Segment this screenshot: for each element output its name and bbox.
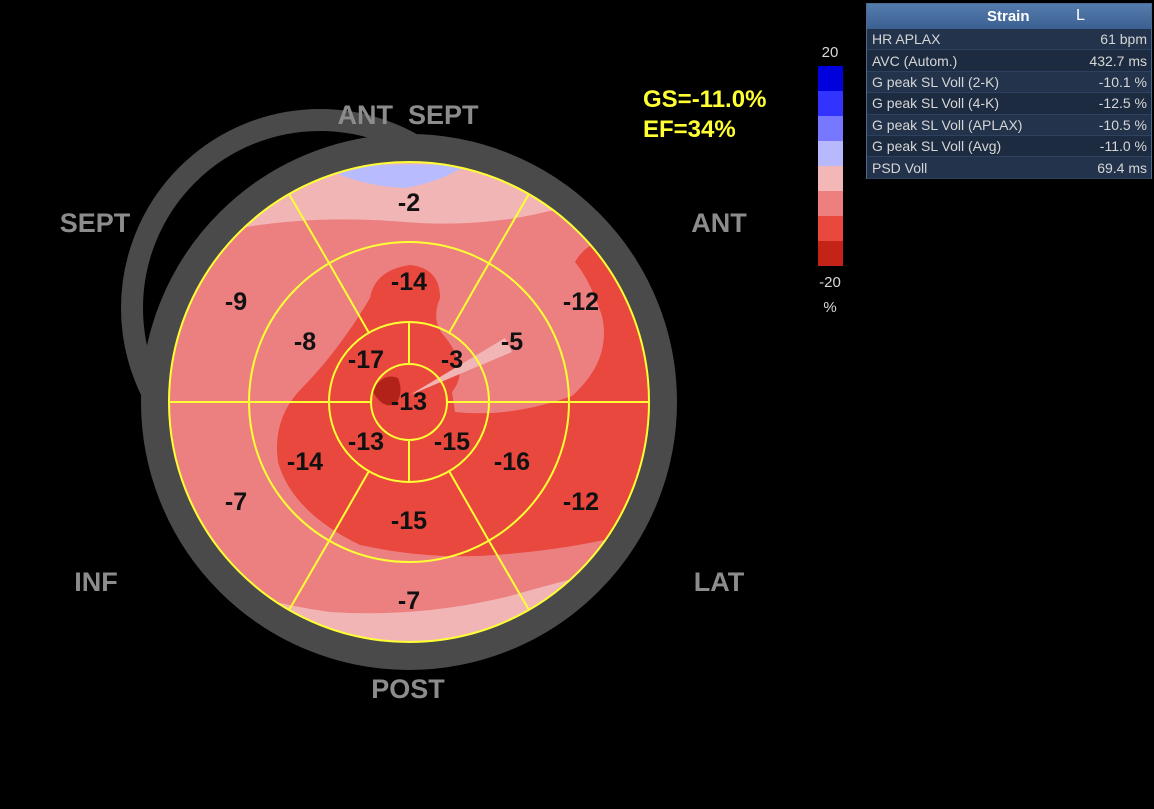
panel-row-label: HR APLAX <box>872 31 941 48</box>
bullseye-plot: ANT SEPT SEPT ANT INF LAT POST GS=-11.0%… <box>60 86 767 704</box>
grid-basal-line-1 <box>488 193 530 264</box>
region-label-ant-sept: ANT SEPT <box>337 100 479 130</box>
panel-row-value: 432.7 ms <box>1089 52 1147 69</box>
panel-rows: HR APLAX 61 bpm AVC (Autom.) 432.7 ms G peak… <box>867 29 1151 179</box>
segment-mid-3: -16 <box>494 448 530 476</box>
segment-grid <box>168 161 650 643</box>
segment-apical-3: -13 <box>348 428 384 456</box>
strain-color-scale: 20 -20 % <box>800 40 860 330</box>
panel-row-label: G peak SL Voll (2-K) <box>872 73 1000 90</box>
grid-basal-line-4 <box>288 540 330 611</box>
segment-mid-1: -14 <box>391 268 427 296</box>
color-scale-step <box>818 166 843 191</box>
color-scale-unit-label: % <box>823 299 837 316</box>
panel-row-label: AVC (Autom.) <box>872 52 958 69</box>
grid-mid-line-4 <box>328 470 370 542</box>
panel-row-value: -10.1 % <box>1098 73 1147 90</box>
segment-apical-4: -17 <box>348 346 384 374</box>
strain-region-dark-apex <box>372 376 401 406</box>
grid-mid-line-3 <box>448 470 490 542</box>
panel-title: Strain <box>987 8 1030 25</box>
panel-row-value: -10.5 % <box>1098 116 1147 133</box>
panel-row-value: 61 bpm <box>1100 31 1147 48</box>
segment-basal-5: -7 <box>225 488 247 516</box>
color-scale-step <box>818 66 843 91</box>
region-label-inf: INF <box>74 567 118 597</box>
grid-mid-line-1 <box>448 262 490 334</box>
grid-basal-line-6 <box>288 193 330 264</box>
color-scale-min-label: -20 <box>819 274 841 291</box>
panel-row-label: PSD Voll <box>872 159 928 176</box>
global-strain-value: GS=-11.0% <box>643 86 766 113</box>
region-label-sept: SEPT <box>60 208 131 238</box>
region-label-ant: ANT <box>691 208 747 238</box>
bullseye-svg: ANT SEPT SEPT ANT INF LAT POST GS=-11.0%… <box>60 86 767 704</box>
strain-region-positive <box>325 164 465 188</box>
segment-apical-1: -3 <box>441 346 463 374</box>
panel-row-label: G peak SL Voll (4-K) <box>872 95 1000 112</box>
panel-row: PSD Voll 69.4 ms <box>867 157 1151 179</box>
color-scale-step <box>818 216 843 241</box>
panel-row: HR APLAX 61 bpm <box>867 29 1151 51</box>
strain-results-panel: Strain L HR APLAX 61 bpm AVC (Autom.) 432.7… <box>866 3 1152 179</box>
ejection-fraction-value: EF=34% <box>643 116 736 143</box>
panel-row: G peak SL Voll (Avg) -11.0 % <box>867 136 1151 158</box>
segment-basal-4: -7 <box>398 587 420 615</box>
panel-tag: L <box>1076 7 1085 24</box>
color-scale-step <box>818 191 843 216</box>
color-scale-step <box>818 91 843 116</box>
panel-row-label: G peak SL Voll (APLAX) <box>872 116 1023 133</box>
panel-row: AVC (Autom.) 432.7 ms <box>867 50 1151 72</box>
segment-mid-4: -15 <box>391 507 427 535</box>
panel-header[interactable]: Strain L <box>867 4 1151 29</box>
color-scale-step <box>818 141 843 166</box>
panel-row-value: -11.0 % <box>1099 138 1147 155</box>
segment-basal-2: -12 <box>563 288 599 316</box>
region-label-post: POST <box>371 674 445 704</box>
region-label-lat: LAT <box>694 567 745 597</box>
color-scale-bar <box>818 66 843 266</box>
color-scale-step <box>818 116 843 141</box>
segment-basal-6: -9 <box>225 288 247 316</box>
segment-apex: -13 <box>391 388 427 416</box>
strain-region-strong-main <box>277 242 649 557</box>
grid-basal-line-3 <box>488 540 530 611</box>
panel-row: G peak SL Voll (4-K) -12.5 % <box>867 93 1151 115</box>
panel-row-value: 69.4 ms <box>1097 159 1147 176</box>
color-scale-step <box>818 241 843 266</box>
panel-row-label: G peak SL Voll (Avg) <box>872 138 1002 155</box>
segment-basal-1: -2 <box>398 189 420 217</box>
panel-row-value: -12.5 % <box>1098 95 1147 112</box>
strain-region-light-wedge <box>410 338 512 395</box>
panel-row: G peak SL Voll (2-K) -10.1 % <box>867 71 1151 94</box>
segment-mid-6: -8 <box>294 328 316 356</box>
panel-row: G peak SL Voll (APLAX) -10.5 % <box>867 114 1151 136</box>
outer-ring-main <box>141 134 677 670</box>
segment-apical-2: -15 <box>434 428 470 456</box>
color-scale-max-label: 20 <box>821 44 839 61</box>
segment-mid-5: -14 <box>287 448 323 476</box>
segment-mid-2: -5 <box>501 328 523 356</box>
grid-mid-line-6 <box>328 262 370 334</box>
segment-basal-3: -12 <box>563 488 599 516</box>
